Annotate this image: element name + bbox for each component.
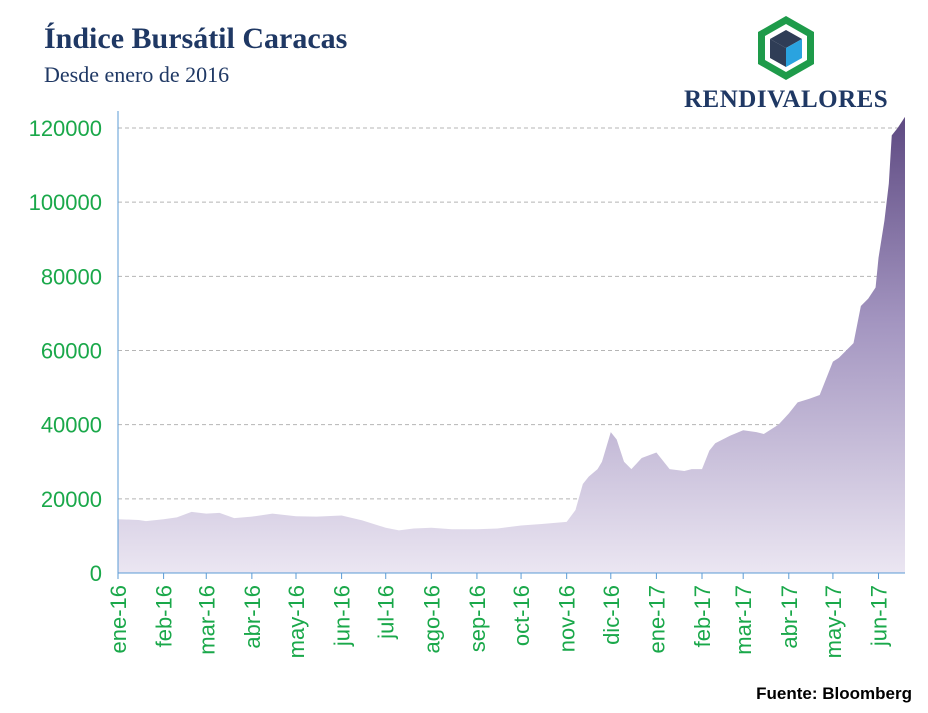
- x-tick-label: mar-16: [194, 585, 219, 655]
- x-tick-label: may-16: [284, 585, 309, 658]
- y-tick-label: 0: [90, 561, 102, 586]
- x-tick-label: feb-16: [152, 585, 177, 647]
- y-tick-label: 80000: [41, 264, 102, 289]
- y-tick-label: 100000: [29, 190, 102, 215]
- source-note: Fuente: Bloomberg: [756, 684, 912, 703]
- x-tick-label: ene-16: [106, 585, 131, 654]
- y-tick-label: 20000: [41, 487, 102, 512]
- rendivalores-logo: RENDIVALORES: [684, 14, 888, 114]
- chart-subtitle: Desde enero de 2016: [44, 62, 230, 87]
- x-tick-label: ago-16: [419, 585, 444, 654]
- x-tick-label: may-17: [821, 585, 846, 658]
- x-tick-label: sep-16: [465, 585, 490, 652]
- logo-text: RENDIVALORES: [684, 86, 889, 113]
- cube-logo-icon: [758, 16, 814, 80]
- x-tick-label: abr-16: [240, 585, 265, 649]
- x-tick-label: oct-16: [509, 585, 534, 646]
- x-tick-label: jul-16: [374, 585, 399, 640]
- x-tick-label: abr-17: [777, 585, 802, 649]
- x-tick-label: ene-17: [644, 585, 669, 654]
- x-tick-label: dic-16: [599, 585, 624, 645]
- y-tick-label: 40000: [41, 413, 102, 438]
- x-tick-label: feb-17: [690, 585, 715, 647]
- y-tick-label: 60000: [41, 339, 102, 364]
- x-tick-label: mar-17: [731, 585, 756, 655]
- x-tick-label: jun-16: [330, 585, 355, 647]
- chart-title: Índice Bursátil Caracas: [44, 22, 348, 55]
- x-tick-label: jun-17: [867, 585, 892, 647]
- x-tick-label: nov-16: [555, 585, 580, 652]
- y-tick-label: 120000: [29, 116, 102, 141]
- area-series: [118, 116, 905, 573]
